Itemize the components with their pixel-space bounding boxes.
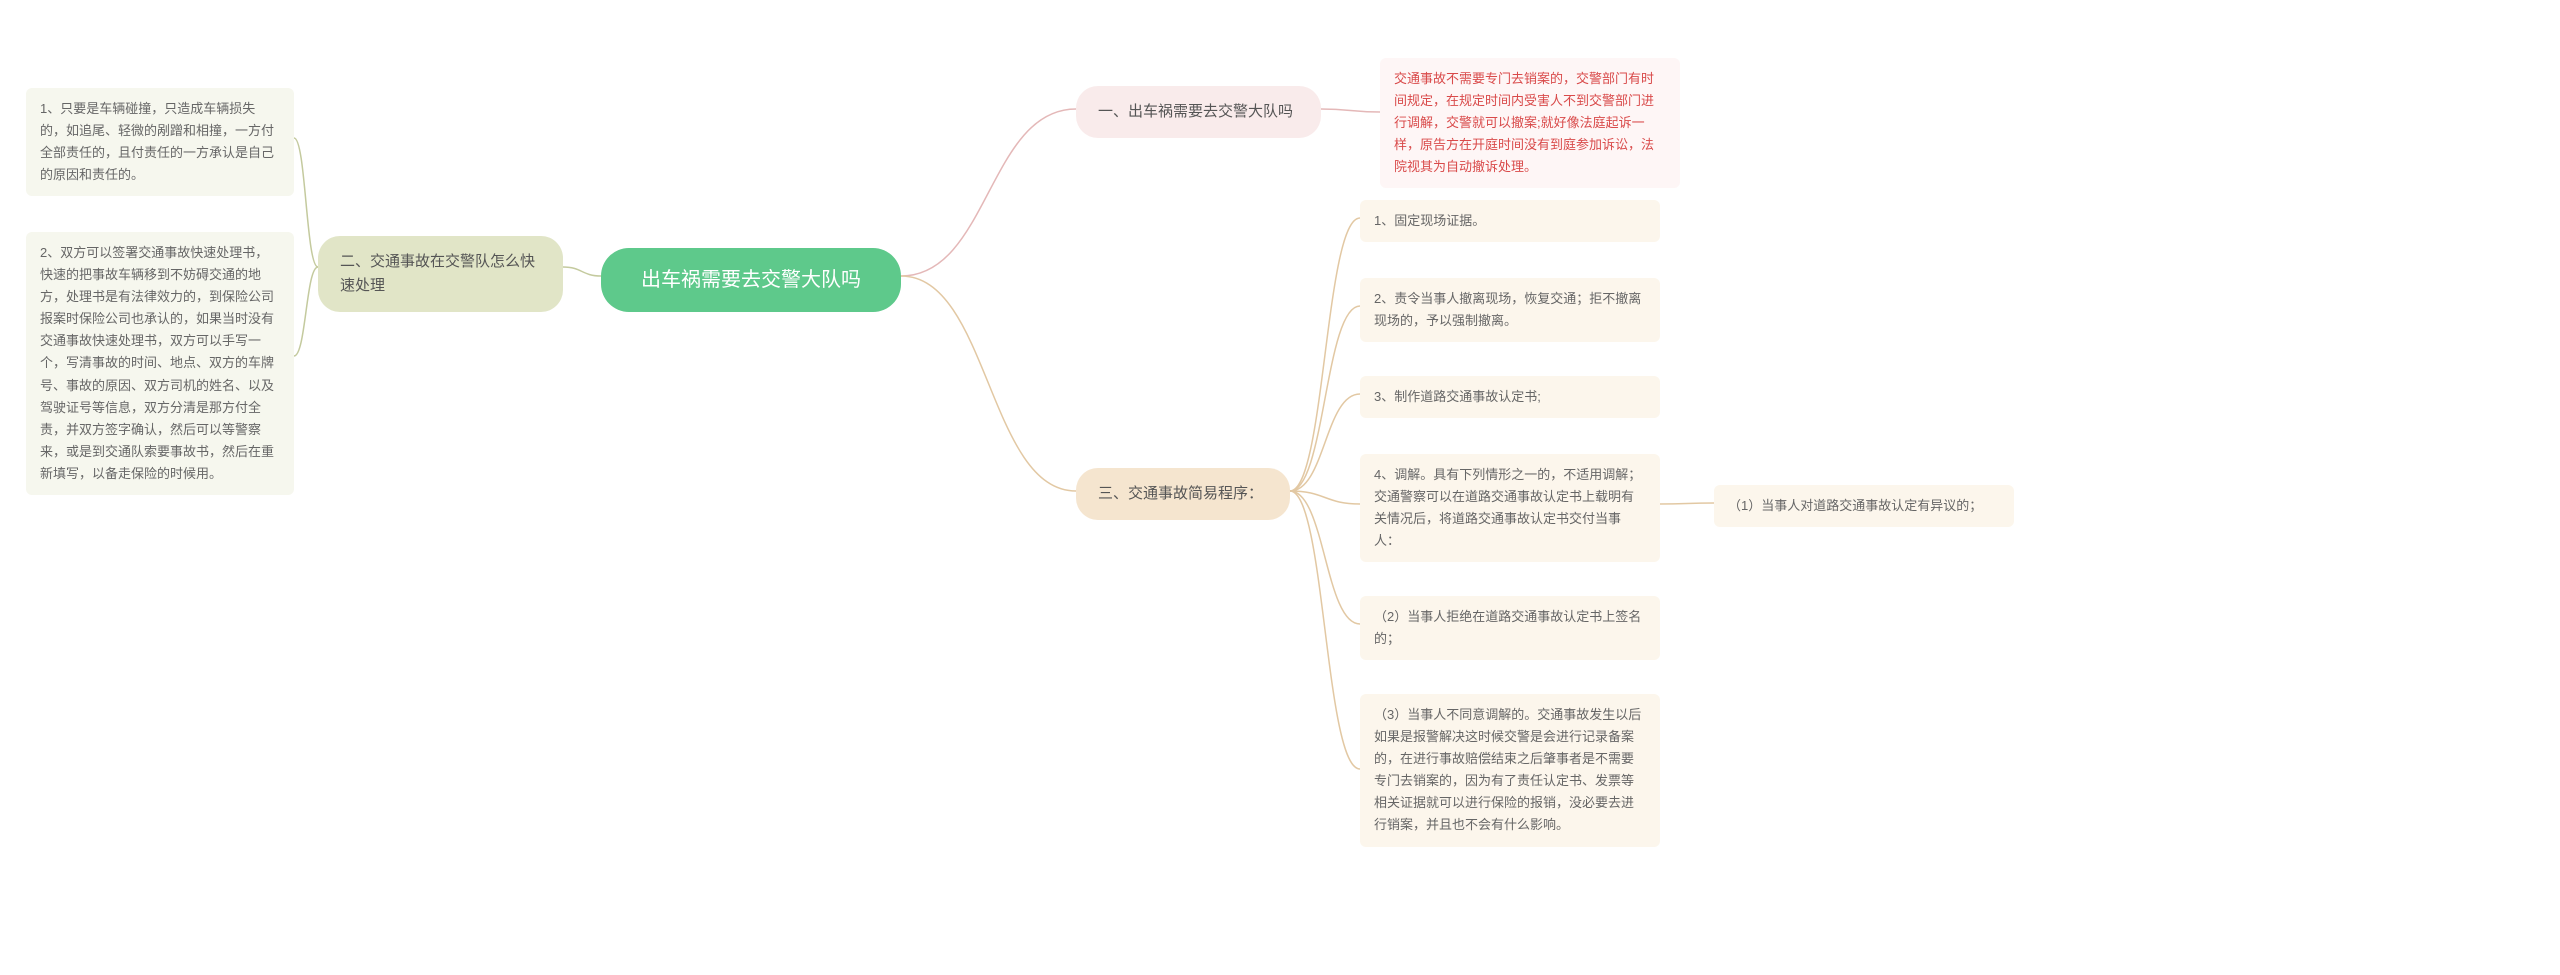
branch-3-leaf-4: 4、调解。具有下列情形之一的，不适用调解；交通警察可以在道路交通事故认定书上载明…: [1360, 454, 1660, 562]
branch-1-leaf-1: 交通事故不需要专门去销案的，交警部门有时间规定，在规定时间内受害人不到交警部门进…: [1380, 58, 1680, 188]
branch-2-leaf-1: 1、只要是车辆碰撞，只造成车辆损失的，如追尾、轻微的剐蹭和相撞，一方付全部责任的…: [26, 88, 294, 196]
mindmap-root[interactable]: 出车祸需要去交警大队吗: [601, 248, 901, 312]
branch-2[interactable]: 二、交通事故在交警队怎么快速处理: [318, 236, 563, 312]
branch-3-leaf-6: （3）当事人不同意调解的。交通事故发生以后如果是报警解决这时候交警是会进行记录备…: [1360, 694, 1660, 847]
branch-3[interactable]: 三、交通事故简易程序：: [1076, 468, 1290, 520]
branch-3-leaf-1: 1、固定现场证据。: [1360, 200, 1660, 242]
branch-3-leaf-2: 2、责令当事人撤离现场，恢复交通；拒不撤离现场的，予以强制撤离。: [1360, 278, 1660, 342]
branch-2-leaf-2: 2、双方可以签署交通事故快速处理书，快速的把事故车辆移到不妨碍交通的地方，处理书…: [26, 232, 294, 495]
branch-3-leaf-4-child-1: （1）当事人对道路交通事故认定有异议的；: [1714, 485, 2014, 527]
branch-3-leaf-3: 3、制作道路交通事故认定书;: [1360, 376, 1660, 418]
branch-3-leaf-5: （2）当事人拒绝在道路交通事故认定书上签名的；: [1360, 596, 1660, 660]
branch-1[interactable]: 一、出车祸需要去交警大队吗: [1076, 86, 1321, 138]
